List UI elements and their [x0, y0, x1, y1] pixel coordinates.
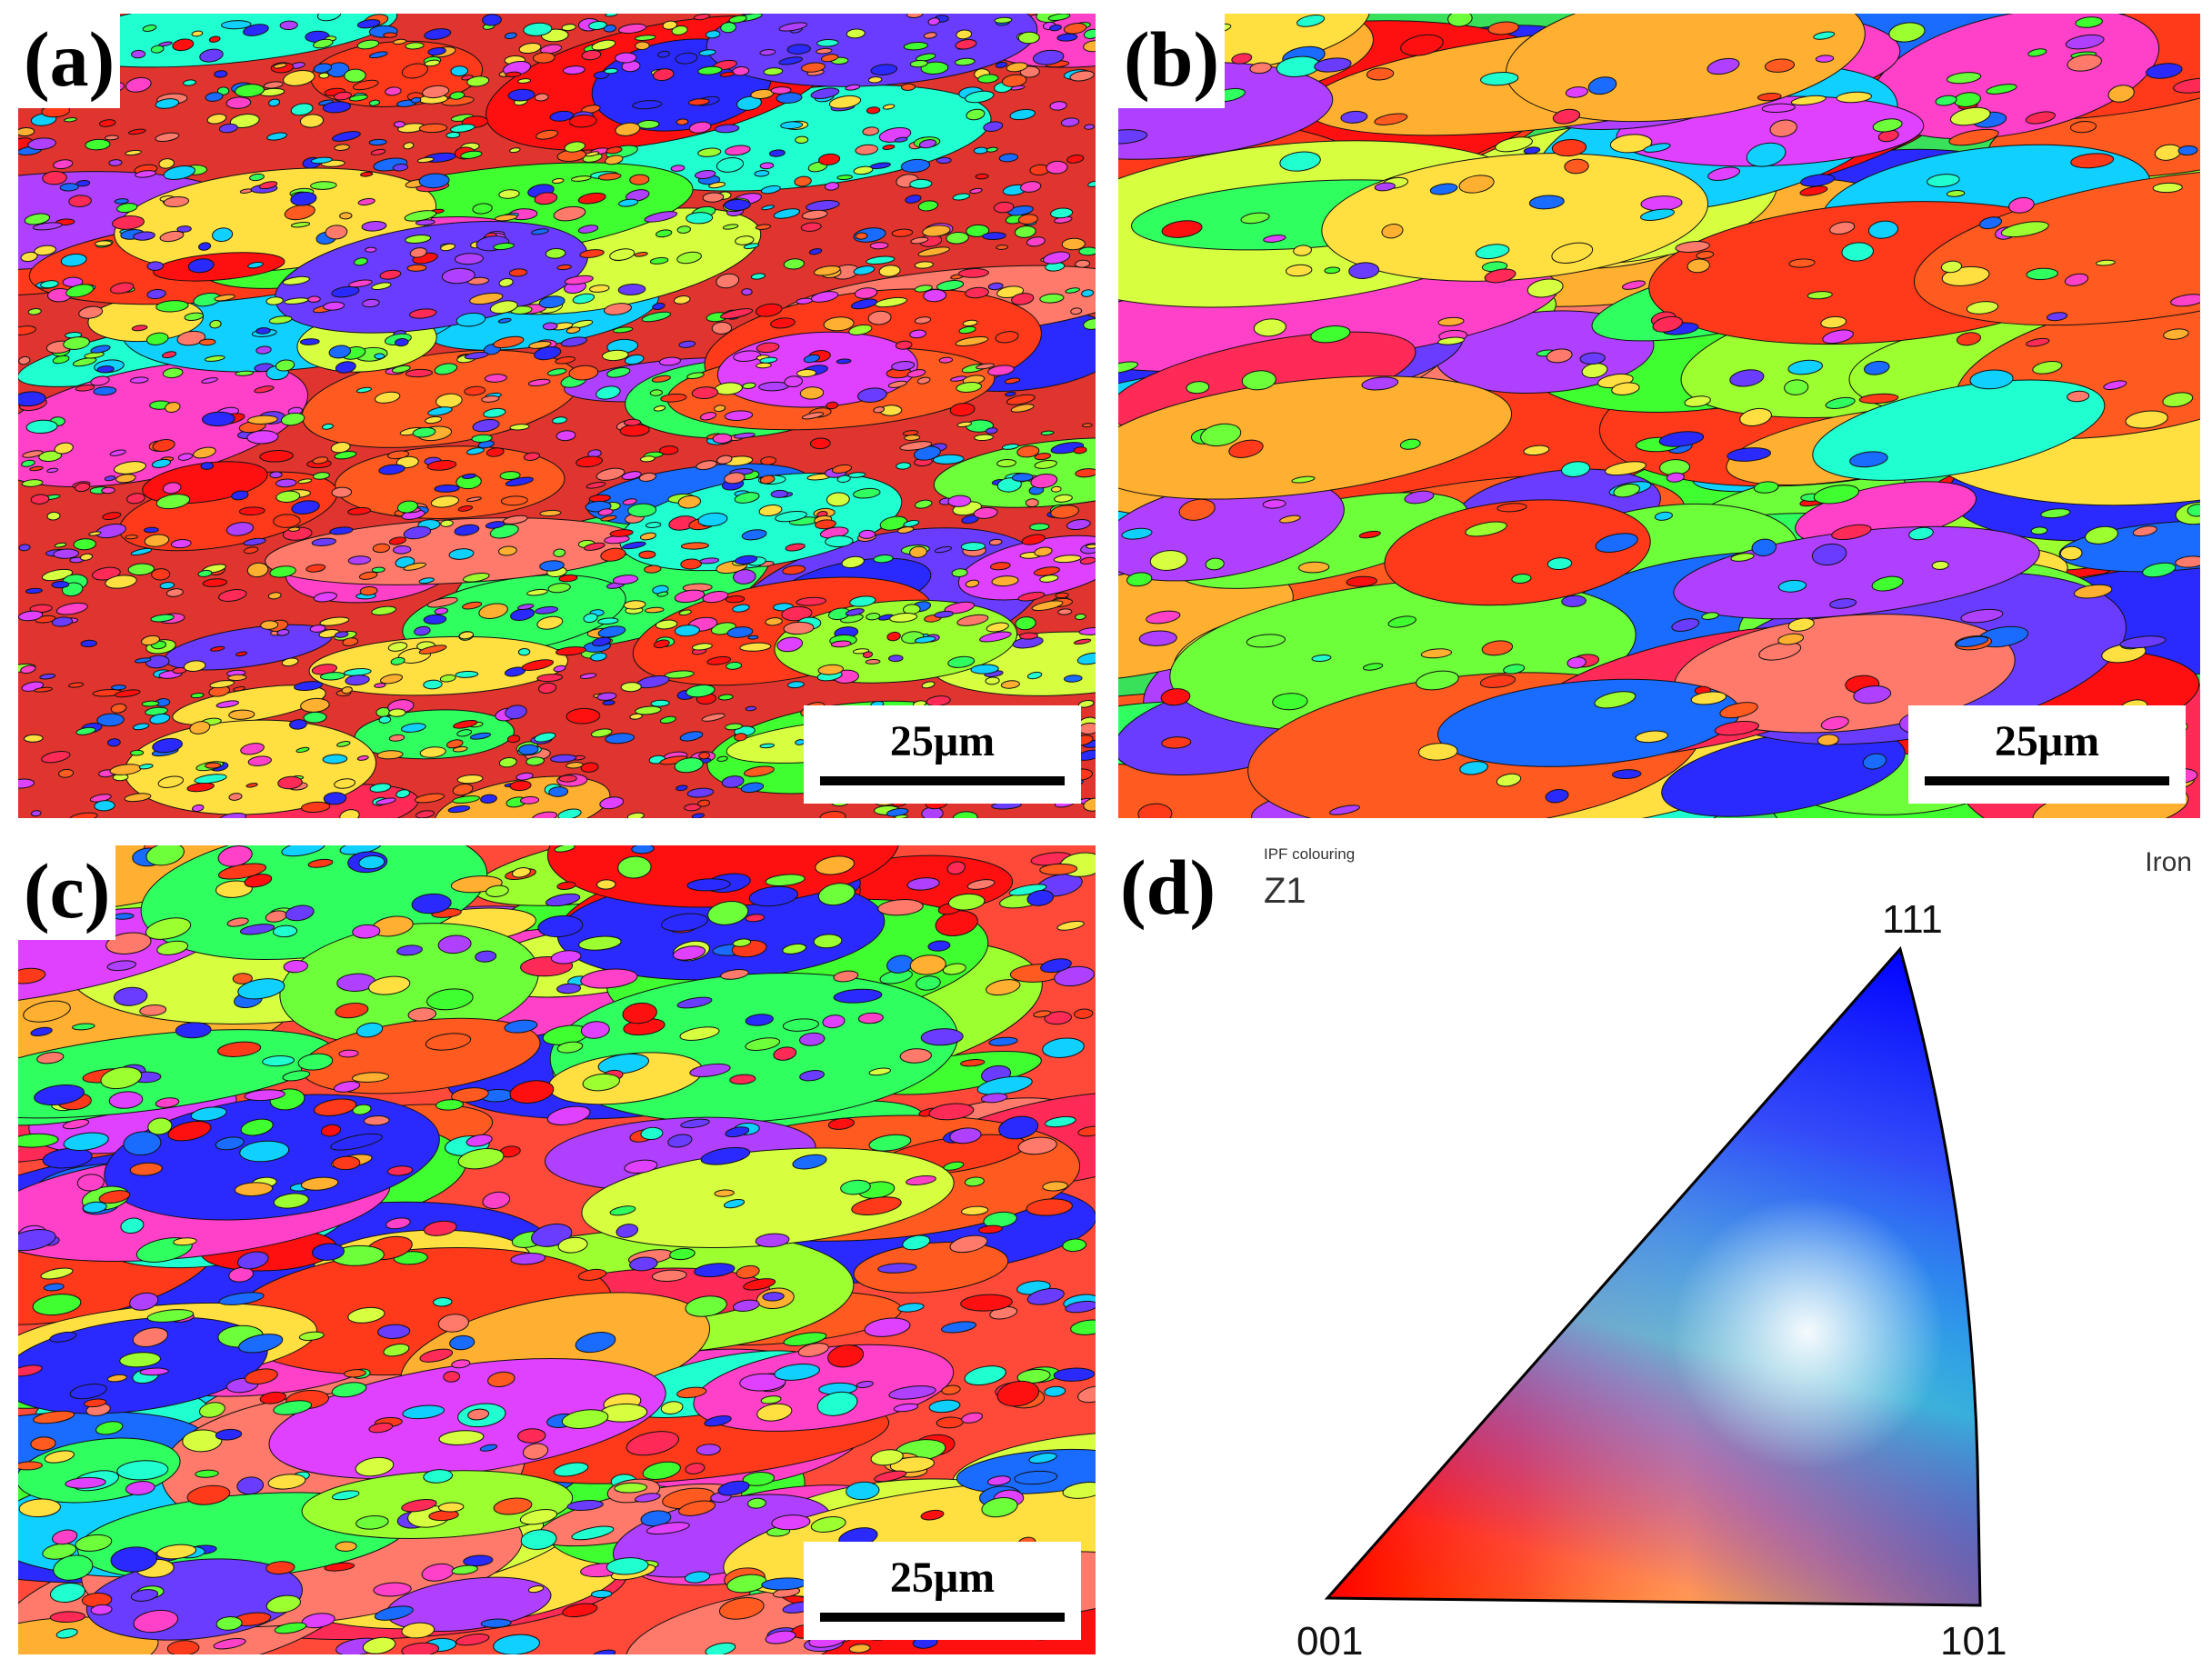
scale-bar-label-c: 25μm	[889, 1554, 996, 1602]
ebsd-map-a: (a) 25μm	[18, 14, 1096, 818]
panel-label-b: (b)	[1118, 14, 1226, 108]
scale-bar-b: 25μm	[1908, 705, 2186, 804]
ebsd-map-b: (b) 25μm	[1118, 14, 2200, 818]
ipf-triangle-outline	[1324, 945, 1982, 1607]
ipf-triangle: 111 001 101	[1296, 897, 2007, 1664]
ebsd-texture-c	[18, 845, 1096, 1654]
scale-bar-label-a: 25μm	[889, 717, 996, 765]
panel-label-a: (a)	[18, 14, 121, 108]
scale-bar-a: 25μm	[804, 705, 1081, 804]
scale-bar-line-a	[820, 776, 1065, 785]
panel-label-d: (d)	[1116, 842, 1222, 936]
scale-bar-c: 25μm	[804, 1542, 1081, 1640]
scale-bar-line-b	[1925, 776, 2169, 785]
corner-001: 001	[1296, 1619, 1363, 1664]
ipf-colouring-caption: IPF colouring	[1264, 845, 1356, 863]
axis-label-z1: Z1	[1264, 871, 1306, 911]
corner-101: 101	[1940, 1619, 2007, 1664]
corner-111: 111	[1882, 897, 1943, 942]
ebsd-texture-a	[18, 14, 1096, 818]
scale-bar-label-b: 25μm	[1994, 717, 2100, 765]
scale-bar-line-c	[820, 1613, 1065, 1622]
ipf-color-key-panel: (d) IPF colouring Z1 Iron	[1116, 842, 2212, 1669]
ebsd-texture-b	[1118, 14, 2200, 818]
panel-label-c: (c)	[18, 845, 116, 940]
ebsd-map-c: (c) 25μm	[18, 845, 1096, 1654]
phase-name: Iron	[2145, 847, 2192, 877]
